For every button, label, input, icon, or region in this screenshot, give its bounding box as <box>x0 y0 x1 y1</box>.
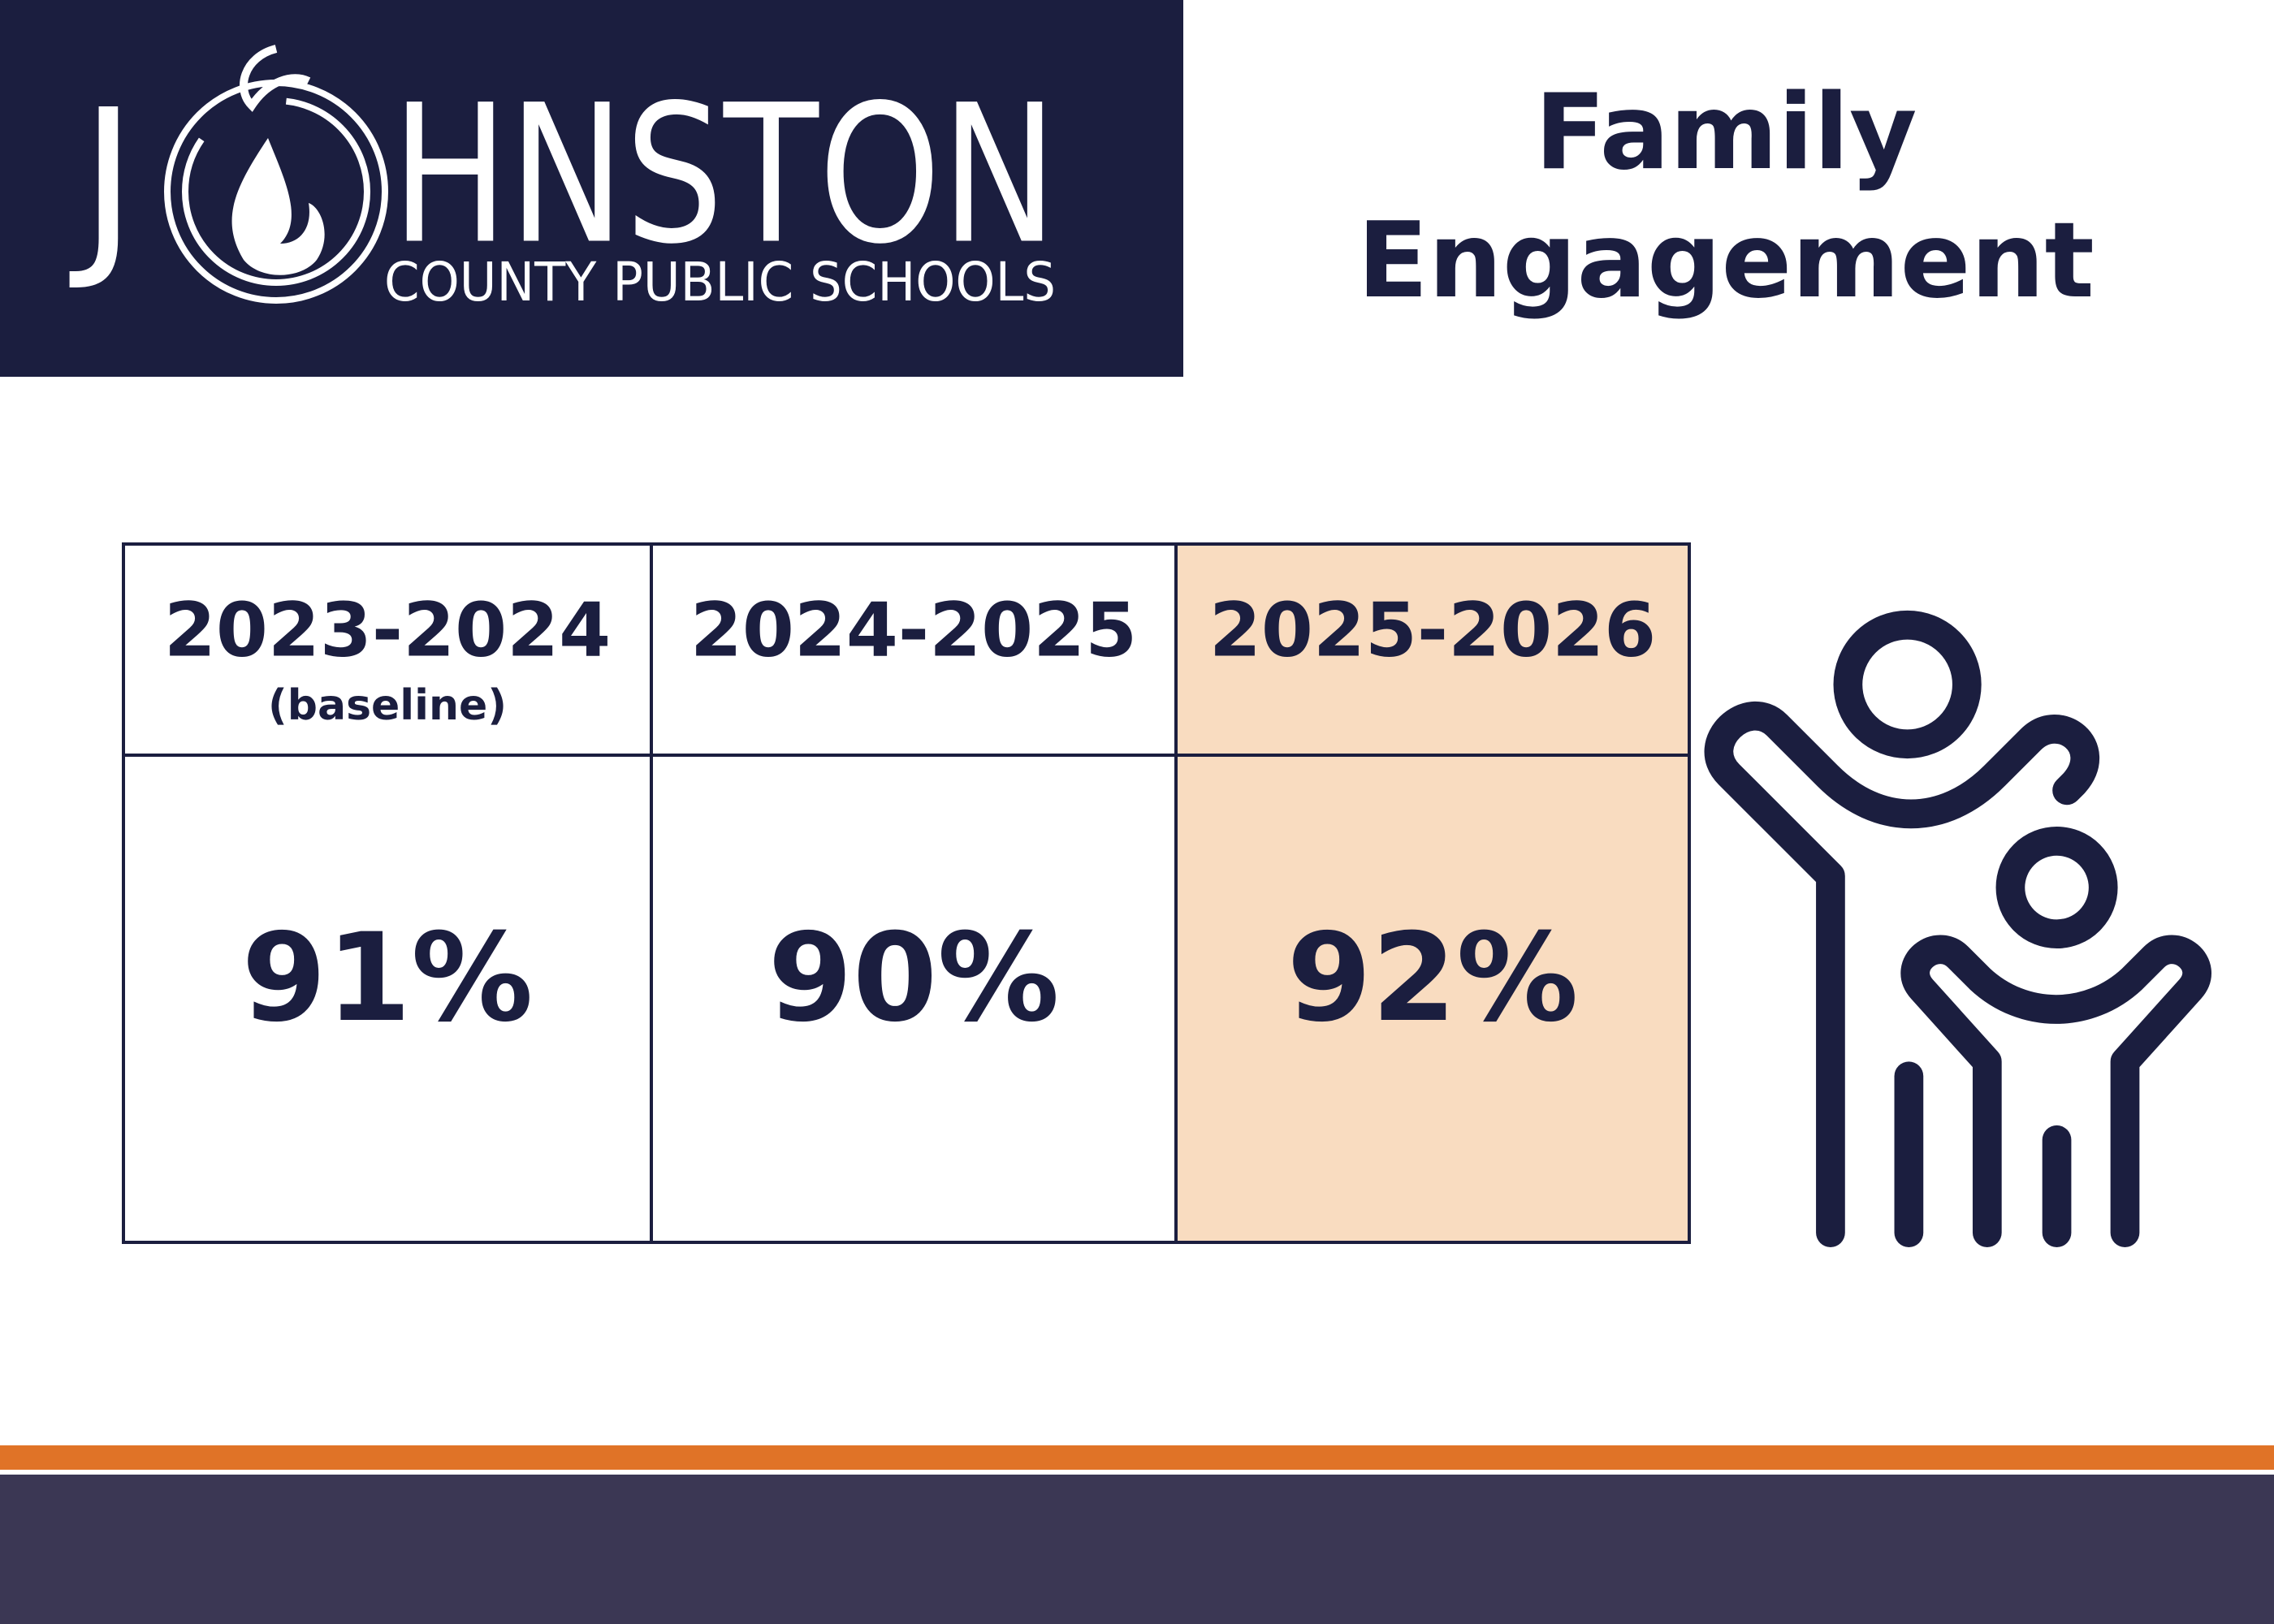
cell-value: 91% <box>241 908 533 1049</box>
title-line: Family <box>1535 72 1917 193</box>
title-line: Engagement <box>1357 201 2095 322</box>
column-note: (baseline) <box>268 681 507 730</box>
logo-mark <box>164 45 388 304</box>
cell-value: 92% <box>1286 908 1578 1049</box>
column-header: 2024-2025 <box>690 586 1137 673</box>
logo-letter: J <box>69 67 137 295</box>
footer-band <box>0 1475 2274 1624</box>
highlight-column <box>1176 544 1689 1242</box>
logo-word: HNSTON <box>391 64 1057 286</box>
accent-band <box>0 1445 2274 1470</box>
logo-panel <box>0 0 1183 377</box>
family-icon <box>1704 610 2211 1247</box>
cell-value: 90% <box>767 908 1059 1049</box>
table-border <box>122 542 1691 1244</box>
logo-subtitle: COUNTY PUBLIC SCHOOLS <box>384 251 1056 313</box>
column-header: 2023-2024 <box>164 586 611 673</box>
data-table: 2023-2024 (baseline) 2024-2025 2025-2026… <box>122 542 1691 1244</box>
column-header: 2025-2026 <box>1209 586 1656 673</box>
